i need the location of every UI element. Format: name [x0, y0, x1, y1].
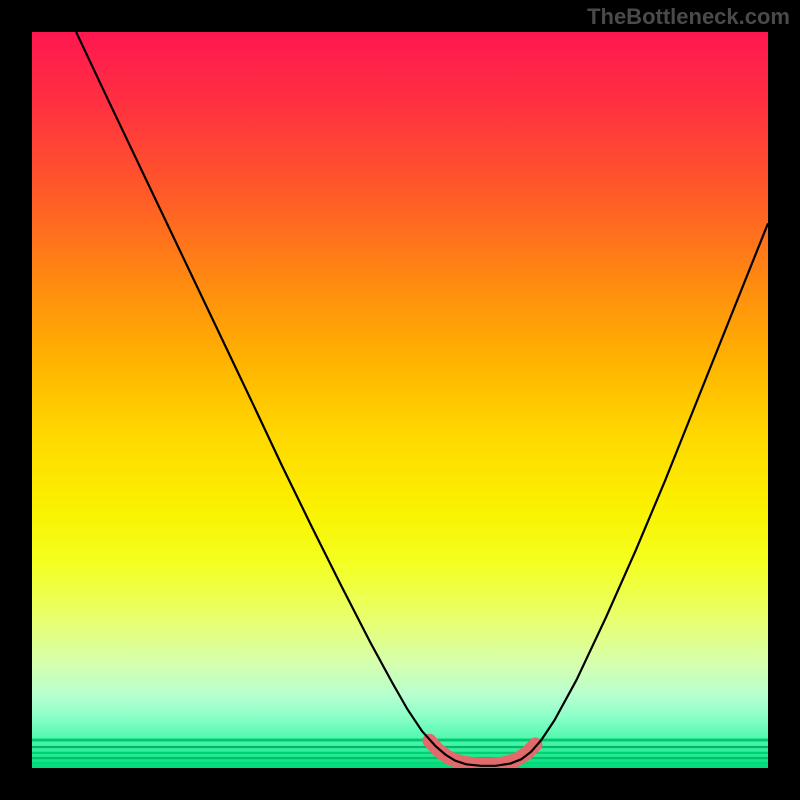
- chart-container: TheBottleneck.com: [0, 0, 800, 800]
- chart-svg: [32, 32, 768, 768]
- watermark-text: TheBottleneck.com: [587, 4, 790, 30]
- plot-area: [32, 32, 768, 768]
